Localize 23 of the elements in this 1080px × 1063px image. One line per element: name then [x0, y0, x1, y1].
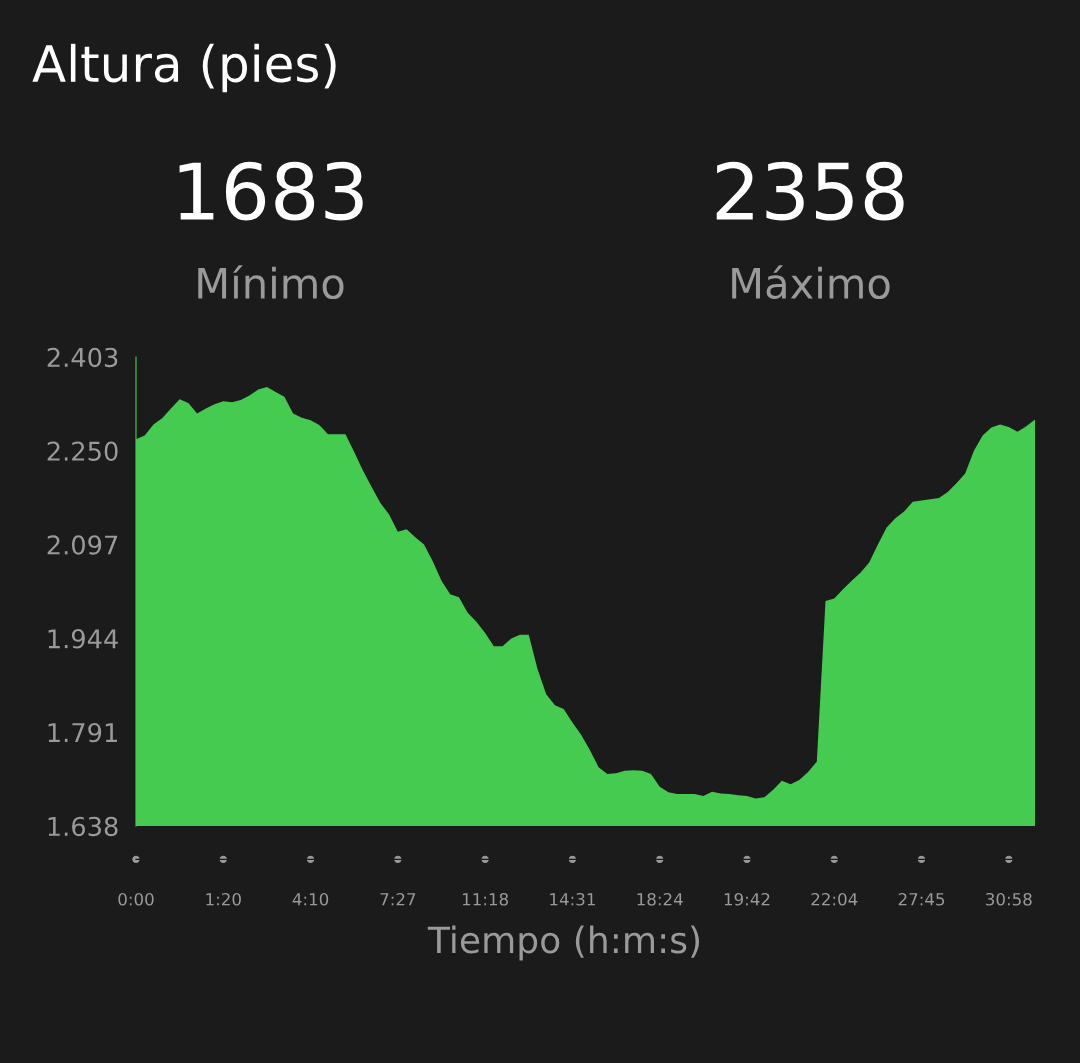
x-tick-label: 22:04: [811, 892, 858, 906]
x-tick-label: 11:18: [462, 892, 508, 906]
x-axis-title: Tiempo (h:m:s): [427, 925, 700, 961]
y-tick-label: 2.250: [47, 441, 118, 461]
text: Mínimo: [198, 265, 344, 300]
y-tick-label: 1.944: [48, 629, 118, 649]
y-tick-label: 1.791: [48, 722, 117, 743]
x-tick-label: 7:27: [380, 892, 416, 906]
chart-title: Altura (pies): [32, 43, 336, 93]
y-tick-label: 2.403: [47, 347, 118, 368]
x-tick-label: 30:58: [986, 892, 1032, 906]
y-tick-label: 2.097: [47, 535, 118, 555]
y-tick-label: 1.638: [48, 816, 118, 837]
text: 1683: [179, 161, 363, 221]
text: 2358: [716, 161, 904, 221]
x-tick-label: 4:10: [292, 892, 329, 906]
x-tick-label: 14:31: [550, 892, 595, 906]
text: Máximo: [732, 265, 890, 300]
x-tick-label: 1:20: [206, 892, 241, 906]
x-tick-label: 18:24: [637, 892, 683, 906]
x-tick-label: 0:00: [118, 892, 154, 906]
x-tick-label: 19:42: [724, 892, 770, 906]
x-tick-label: 27:45: [898, 892, 945, 906]
